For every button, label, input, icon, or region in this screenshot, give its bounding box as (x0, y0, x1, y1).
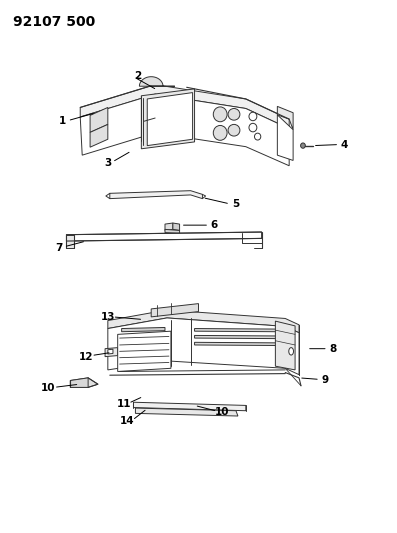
Text: 4: 4 (341, 140, 348, 150)
Text: 14: 14 (120, 416, 135, 426)
Polygon shape (108, 318, 299, 375)
Text: 1: 1 (59, 116, 66, 126)
Polygon shape (66, 232, 262, 241)
Polygon shape (108, 310, 299, 333)
Polygon shape (80, 94, 289, 166)
Text: 7: 7 (55, 243, 62, 253)
Text: 2: 2 (134, 70, 141, 80)
Polygon shape (133, 402, 246, 411)
Polygon shape (90, 108, 108, 132)
Polygon shape (80, 85, 289, 128)
Polygon shape (70, 378, 98, 387)
Polygon shape (195, 335, 278, 338)
Polygon shape (278, 115, 293, 160)
Polygon shape (121, 347, 165, 351)
Ellipse shape (301, 143, 305, 148)
Polygon shape (151, 304, 198, 317)
Text: 11: 11 (116, 399, 131, 409)
Polygon shape (70, 378, 88, 387)
Text: 3: 3 (104, 158, 112, 168)
Text: 9: 9 (321, 375, 328, 385)
Polygon shape (118, 331, 171, 372)
Polygon shape (90, 124, 108, 147)
Ellipse shape (228, 109, 240, 120)
Text: 12: 12 (79, 352, 93, 361)
Polygon shape (121, 327, 165, 332)
Ellipse shape (228, 124, 240, 136)
Ellipse shape (213, 107, 227, 122)
Polygon shape (165, 223, 173, 230)
Text: 10: 10 (215, 407, 229, 417)
Polygon shape (121, 341, 165, 345)
Ellipse shape (249, 112, 257, 120)
Polygon shape (165, 229, 179, 233)
Polygon shape (108, 349, 113, 354)
Polygon shape (195, 328, 278, 332)
Text: 10: 10 (40, 383, 55, 393)
Polygon shape (173, 223, 179, 230)
Polygon shape (278, 107, 293, 130)
Text: 13: 13 (100, 312, 115, 322)
Polygon shape (66, 235, 74, 248)
Ellipse shape (289, 348, 293, 355)
Text: 6: 6 (211, 220, 218, 230)
Polygon shape (110, 191, 202, 199)
Polygon shape (139, 77, 175, 86)
Text: 92107 500: 92107 500 (13, 14, 95, 29)
Text: 8: 8 (329, 344, 336, 354)
Polygon shape (105, 348, 118, 357)
Text: 5: 5 (232, 199, 239, 209)
Polygon shape (195, 342, 278, 345)
Polygon shape (276, 321, 295, 370)
Polygon shape (121, 334, 165, 338)
Polygon shape (147, 93, 193, 146)
Polygon shape (141, 89, 195, 149)
Ellipse shape (254, 133, 261, 140)
Polygon shape (135, 408, 238, 416)
Ellipse shape (249, 123, 257, 132)
Ellipse shape (213, 125, 227, 140)
